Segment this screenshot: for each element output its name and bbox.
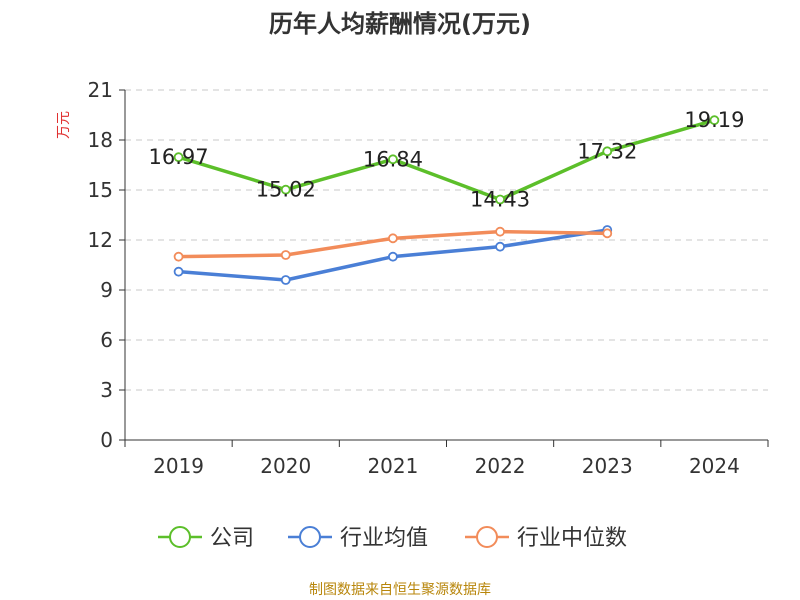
- data-point: [280, 184, 291, 195]
- y-tick-label: 6: [100, 328, 113, 352]
- legend-label: 行业中位数: [517, 526, 627, 551]
- data-point: [709, 115, 720, 126]
- data-point: [602, 146, 613, 157]
- data-label: 15.02: [256, 178, 316, 202]
- x-tick-label: 2019: [153, 454, 204, 478]
- legend-marker: [299, 526, 321, 548]
- legend-marker: [476, 526, 498, 548]
- data-point: [388, 251, 398, 262]
- legend-marker: [169, 526, 191, 548]
- data-point: [280, 250, 291, 260]
- series-lines: 16.97 15.02 16.84 14.43 17.32 19.19: [149, 108, 744, 285]
- data-point: [495, 226, 505, 237]
- data-label: 19.19: [684, 108, 744, 132]
- data-label: 14.43: [470, 188, 530, 212]
- y-tick-label: 12: [88, 228, 113, 252]
- y-tick-label: 3: [100, 378, 113, 402]
- legend: 公司 行业均值 行业中位数: [158, 526, 627, 551]
- x-tick-label: 2023: [582, 454, 633, 478]
- chart-title: 历年人均薪酬情况(万元): [269, 10, 531, 38]
- series-line: [176, 118, 717, 202]
- grid-lines: [125, 89, 768, 391]
- data-label: 17.32: [577, 139, 637, 163]
- data-point: [602, 228, 613, 239]
- tick-labels: 0 3 6 9 12 15 18 21 2019 2020 2021 2022 2023 2024: [88, 78, 740, 478]
- y-tick-label: 18: [88, 128, 113, 152]
- data-point: [173, 152, 184, 163]
- x-tick-label: 2020: [260, 454, 311, 478]
- data-label: 16.97: [149, 145, 209, 169]
- data-point: [495, 194, 505, 205]
- x-tick-label: 2021: [367, 454, 418, 478]
- data-point: [173, 266, 184, 277]
- data-point: [173, 251, 184, 262]
- data-point: [388, 233, 398, 244]
- axes: [119, 89, 769, 447]
- x-tick-label: 2022: [475, 454, 526, 478]
- y-tick-label: 9: [100, 278, 113, 302]
- y-axis-label: 万元: [56, 111, 72, 139]
- data-label: 16.84: [363, 147, 423, 171]
- data-point: [280, 275, 291, 285]
- data-point: [495, 241, 505, 252]
- x-tick-label: 2024: [689, 454, 740, 478]
- legend-label: 公司: [210, 526, 254, 551]
- y-tick-label: 15: [88, 178, 113, 202]
- source-note: 制图数据来自恒生聚源数据库: [309, 582, 491, 598]
- data-point: [388, 154, 398, 165]
- y-tick-label: 0: [100, 428, 113, 452]
- legend-label: 行业均值: [340, 526, 428, 551]
- y-tick-label: 21: [88, 78, 113, 102]
